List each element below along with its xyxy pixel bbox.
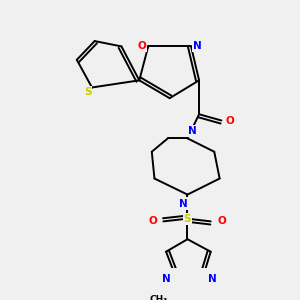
Text: N: N [162,274,170,284]
Text: N: N [208,274,217,284]
Text: CH₃: CH₃ [150,296,168,300]
Text: S: S [184,214,191,224]
Text: N: N [179,199,188,208]
Text: O: O [138,41,146,51]
Text: O: O [148,216,157,226]
Text: N: N [193,41,202,51]
Text: O: O [217,216,226,226]
Text: S: S [84,87,91,97]
Text: O: O [226,116,235,125]
Text: N: N [188,126,196,136]
